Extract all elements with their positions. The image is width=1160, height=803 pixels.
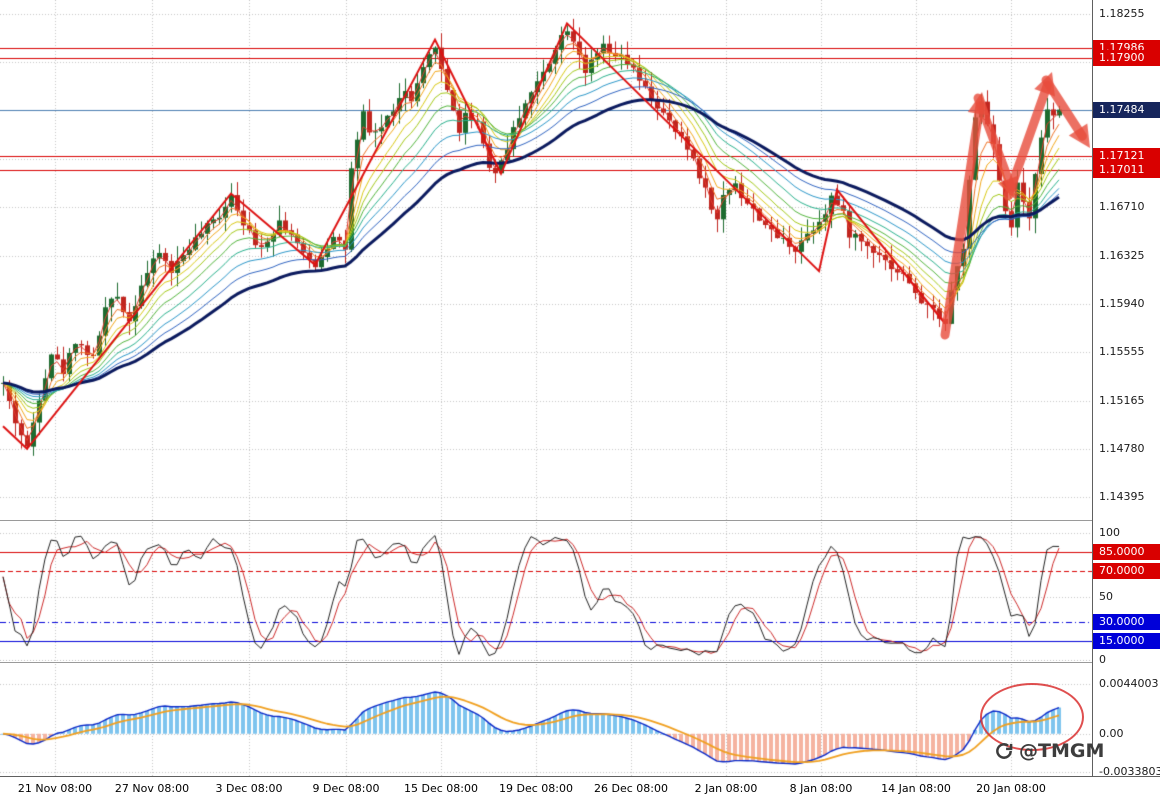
macd-tick-label: 0.0044003 bbox=[1099, 677, 1159, 690]
time-axis-label: 8 Jan 08:00 bbox=[789, 782, 853, 795]
panel-separator[interactable] bbox=[0, 662, 1160, 663]
price-level-badge: 1.17121 bbox=[1093, 148, 1160, 164]
price-chart-canvas[interactable] bbox=[0, 0, 1092, 520]
price-tick-label: 1.16325 bbox=[1099, 249, 1145, 262]
time-axis-label: 9 Dec 08:00 bbox=[312, 782, 380, 795]
time-axis-label: 21 Nov 08:00 bbox=[17, 782, 93, 795]
price-tick-label: 1.14780 bbox=[1099, 442, 1145, 455]
time-axis-label: 2 Jan 08:00 bbox=[694, 782, 758, 795]
price-tick-label: 1.16710 bbox=[1099, 200, 1145, 213]
current-price-badge: 1.17484 bbox=[1093, 102, 1160, 118]
time-axis-label: 14 Jan 08:00 bbox=[881, 782, 951, 795]
osc-level-label: 50 bbox=[1099, 590, 1113, 603]
price-tick-label: 1.15555 bbox=[1099, 345, 1145, 358]
time-axis-label: 27 Nov 08:00 bbox=[114, 782, 190, 795]
macd-tick-label: 0.00 bbox=[1099, 727, 1124, 740]
price-tick-label: 1.14395 bbox=[1099, 490, 1145, 503]
time-axis-label: 3 Dec 08:00 bbox=[215, 782, 283, 795]
price-tick-label: 1.15940 bbox=[1099, 297, 1145, 310]
watermark-text: @TMGM bbox=[1019, 740, 1105, 762]
ellipse-annotation bbox=[980, 683, 1084, 751]
time-axis-label: 19 Dec 08:00 bbox=[499, 782, 573, 795]
osc-level-badge: 85.0000 bbox=[1093, 544, 1160, 560]
time-axis-label: 20 Jan 08:00 bbox=[976, 782, 1046, 795]
tmgm-logo-icon bbox=[994, 741, 1014, 761]
time-axis-label: 26 Dec 08:00 bbox=[594, 782, 668, 795]
watermark: @TMGM bbox=[994, 740, 1104, 762]
osc-level-label: 100 bbox=[1099, 526, 1120, 539]
osc-level-label: 0 bbox=[1099, 653, 1106, 666]
price-level-badge: 1.17900 bbox=[1093, 50, 1160, 66]
price-tick-label: 1.15165 bbox=[1099, 394, 1145, 407]
osc-level-badge: 30.0000 bbox=[1093, 614, 1160, 630]
macd-tick-label: -0.0033803 bbox=[1099, 765, 1160, 778]
osc-level-badge: 70.0000 bbox=[1093, 563, 1160, 579]
stochastic-panel-canvas[interactable] bbox=[0, 522, 1092, 661]
time-axis-label: 15 Dec 08:00 bbox=[404, 782, 478, 795]
macd-panel-canvas[interactable] bbox=[0, 664, 1092, 776]
osc-level-badge: 15.0000 bbox=[1093, 633, 1160, 649]
time-axis: 21 Nov 08:00 27 Nov 08:00 3 Dec 08:00 9 Dec… bbox=[0, 776, 1160, 803]
panel-separator[interactable] bbox=[0, 520, 1160, 521]
price-tick-label: 1.18255 bbox=[1099, 7, 1145, 20]
price-level-badge: 1.17011 bbox=[1093, 162, 1160, 178]
price-axis: 1.18255 1.16710 1.16325 1.15940 1.15555 1.151… bbox=[1092, 0, 1160, 778]
